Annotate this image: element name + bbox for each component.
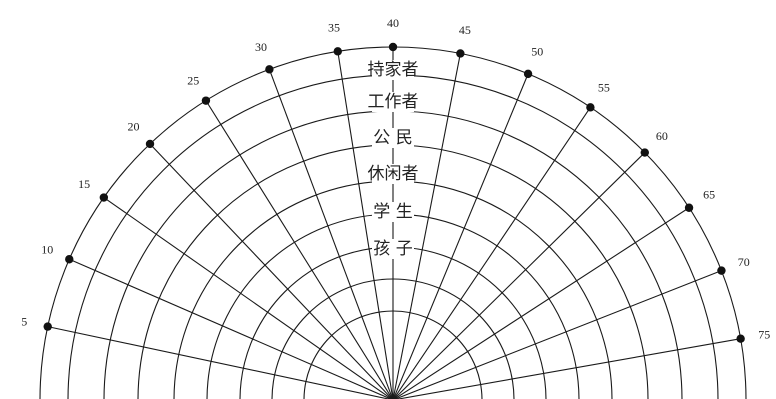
age-marker-40: [388, 42, 398, 52]
age-label-15: 15: [78, 177, 90, 191]
role-label-background: [372, 164, 414, 184]
age-marker-60: [640, 148, 649, 157]
age-line-70: [394, 270, 722, 399]
role-label-2: 工作者: [368, 92, 419, 112]
age-line-25: [205, 100, 394, 399]
age-marker-25: [201, 96, 211, 105]
age-labels: 5 10 15 20 25 30 35 40 45 50 55 60 65 70 75: [21, 16, 770, 342]
role-label-background: [372, 128, 414, 148]
age-label-30: 30: [255, 40, 267, 54]
age-label-75: 75: [758, 328, 770, 342]
role-label-1: 持家者: [368, 60, 419, 80]
age-marker-10: [65, 255, 74, 264]
role-label-background: [372, 239, 414, 259]
age-point-markers: [43, 42, 745, 343]
age-marker-35: [333, 47, 342, 56]
age-line-35: [337, 51, 394, 399]
role-label-5: 学 生: [373, 202, 412, 222]
age-label-25: 25: [187, 73, 199, 87]
age-label-35: 35: [328, 21, 340, 35]
age-marker-50: [523, 69, 533, 79]
role-label-background: [372, 92, 414, 112]
age-line-65: [393, 207, 690, 399]
age-marker-5: [43, 322, 52, 331]
age-line-60: [393, 152, 646, 399]
age-label-60: 60: [656, 129, 668, 143]
age-label-45: 45: [459, 23, 471, 37]
age-label-5: 5: [21, 315, 27, 329]
role-label-background: [372, 60, 414, 80]
role-label-4: 休闲者: [368, 164, 419, 184]
age-label-40: 40: [387, 16, 399, 30]
role-label-6: 孩 子: [373, 239, 412, 259]
age-marker-70: [717, 266, 726, 275]
age-marker-20: [145, 139, 155, 149]
age-marker-65: [684, 203, 694, 212]
age-line-45: [392, 53, 461, 399]
radial-age-lines: [47, 47, 741, 399]
role-label-3: 公 民: [373, 128, 412, 148]
age-marker-45: [456, 49, 465, 58]
role-label-background: [372, 202, 414, 222]
age-line-10: [69, 258, 393, 399]
age-marker-75: [736, 334, 745, 343]
age-marker-55: [586, 103, 595, 112]
age-label-10: 10: [41, 243, 53, 257]
age-line-20: [149, 143, 393, 399]
age-label-70: 70: [738, 255, 750, 269]
age-line-50: [392, 73, 529, 399]
age-label-20: 20: [127, 120, 139, 134]
age-line-55: [393, 107, 591, 399]
age-label-65: 65: [703, 188, 715, 202]
age-marker-15: [99, 193, 109, 202]
age-label-50: 50: [531, 45, 543, 59]
age-line-15: [103, 197, 393, 399]
age-line-5: [47, 326, 391, 399]
age-marker-30: [265, 65, 274, 74]
age-line-75: [395, 338, 741, 399]
age-label-55: 55: [598, 80, 610, 94]
age-line-30: [268, 69, 394, 399]
